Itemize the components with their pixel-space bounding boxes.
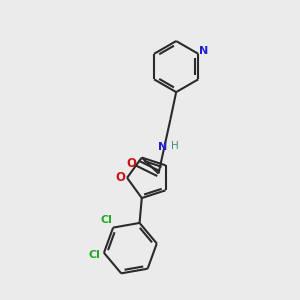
Text: N: N (199, 46, 208, 56)
Text: Cl: Cl (101, 215, 113, 225)
Text: O: O (115, 171, 125, 184)
Text: N: N (158, 142, 167, 152)
Text: H: H (171, 141, 179, 151)
Text: Cl: Cl (88, 250, 100, 260)
Text: O: O (126, 157, 136, 169)
